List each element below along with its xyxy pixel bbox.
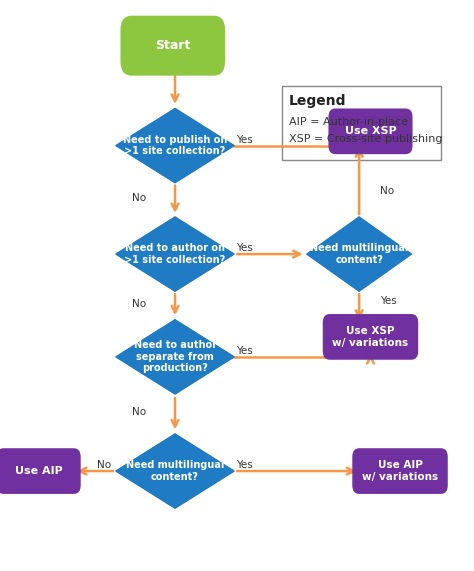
Text: No: No <box>380 186 394 196</box>
Polygon shape <box>116 217 234 291</box>
Text: Need multilingual
content?: Need multilingual content? <box>310 243 408 265</box>
Text: No: No <box>132 299 146 309</box>
Text: Yes: Yes <box>380 296 396 307</box>
Text: Yes: Yes <box>237 346 253 356</box>
Polygon shape <box>116 434 234 508</box>
Polygon shape <box>116 320 234 394</box>
Text: Use AIP
w/ variations: Use AIP w/ variations <box>362 460 438 482</box>
Text: Need to author on
>1 site collection?: Need to author on >1 site collection? <box>124 243 226 265</box>
Polygon shape <box>116 108 234 183</box>
FancyBboxPatch shape <box>282 86 441 160</box>
FancyBboxPatch shape <box>0 448 81 494</box>
Text: Legend: Legend <box>289 94 346 108</box>
Text: Use AIP: Use AIP <box>15 466 63 476</box>
Text: No: No <box>132 407 146 417</box>
Text: Need multilingual
content?: Need multilingual content? <box>126 460 224 482</box>
Text: No: No <box>97 460 111 471</box>
Text: Use XSP: Use XSP <box>345 126 396 136</box>
Text: XSP = Cross-site publishing: XSP = Cross-site publishing <box>289 134 442 144</box>
FancyBboxPatch shape <box>328 108 412 154</box>
Text: Yes: Yes <box>237 243 253 254</box>
Text: Start: Start <box>155 39 191 52</box>
Text: Need to author
separate from
production?: Need to author separate from production? <box>134 340 217 373</box>
Text: Yes: Yes <box>237 460 253 471</box>
Text: No: No <box>132 192 146 203</box>
FancyBboxPatch shape <box>120 15 225 75</box>
Text: AIP = Author-in-place: AIP = Author-in-place <box>289 117 408 127</box>
Text: Need to publish on
>1 site collection?: Need to publish on >1 site collection? <box>123 135 227 156</box>
Text: Yes: Yes <box>237 135 253 145</box>
Text: Use XSP
w/ variations: Use XSP w/ variations <box>332 326 409 348</box>
Polygon shape <box>307 217 411 291</box>
FancyBboxPatch shape <box>323 314 418 360</box>
FancyBboxPatch shape <box>352 448 448 494</box>
